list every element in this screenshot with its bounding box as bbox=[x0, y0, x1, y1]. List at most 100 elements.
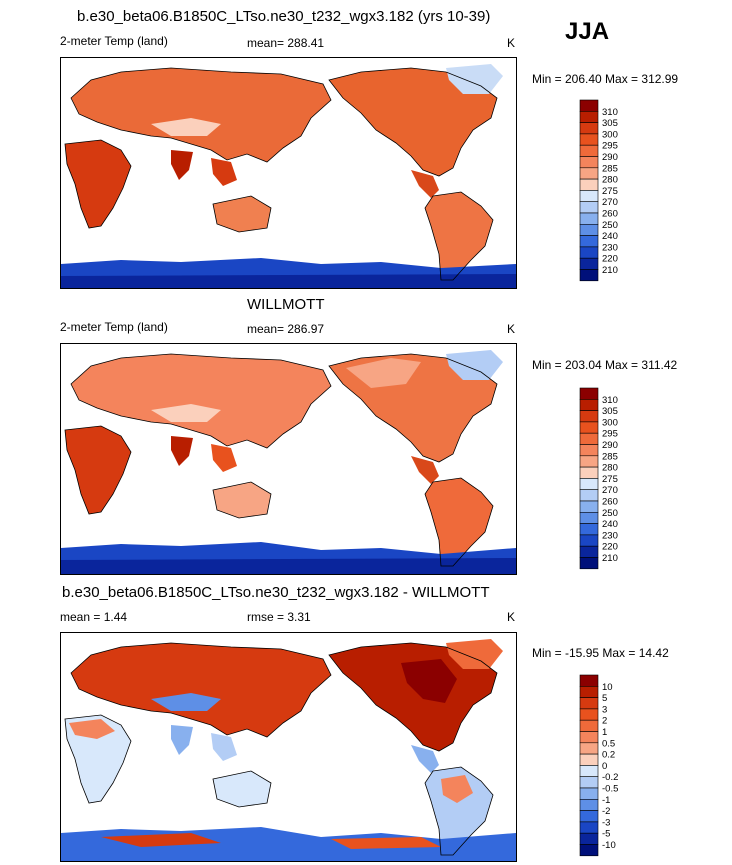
colorbar-swatch bbox=[579, 246, 599, 259]
panel-left-label: mean = 1.44 bbox=[60, 610, 128, 624]
season-label: JJA bbox=[565, 18, 610, 45]
colorbar-swatch bbox=[579, 99, 599, 112]
land-sa-warm bbox=[441, 775, 473, 803]
colorbar-tick-label: 300 bbox=[602, 129, 618, 140]
colorbar-tick-label: 210 bbox=[602, 265, 618, 276]
colorbar-swatch bbox=[579, 719, 599, 732]
land-australia bbox=[213, 771, 271, 807]
colorbar-tick-label: 210 bbox=[602, 553, 618, 564]
colorbar-swatch bbox=[579, 489, 599, 502]
colorbar-swatch bbox=[579, 753, 599, 766]
land-layer bbox=[61, 639, 516, 861]
colorbar-tick-label: 305 bbox=[602, 406, 618, 417]
colorbar-tick-label: 220 bbox=[602, 542, 618, 553]
land-tibet bbox=[151, 404, 221, 422]
colorbar-swatch bbox=[579, 478, 599, 491]
coastlines bbox=[64, 353, 498, 567]
land-central-america bbox=[411, 170, 439, 198]
colorbar-swatch bbox=[579, 421, 599, 434]
colorbar-swatch bbox=[579, 500, 599, 513]
colorbar-tick-label: 0.5 bbox=[602, 738, 615, 749]
colorbar-tick-label: 310 bbox=[602, 395, 618, 406]
colorbar-swatch bbox=[579, 144, 599, 157]
colorbar-swatch bbox=[579, 387, 599, 400]
land-layer bbox=[61, 350, 516, 574]
colorbar-tick-label: 305 bbox=[602, 118, 618, 129]
colorbar-swatch bbox=[579, 444, 599, 457]
panel-minmax-label: Min = 206.40 Max = 312.99 bbox=[532, 72, 679, 86]
colorbar-swatch bbox=[579, 410, 599, 423]
land-greenland bbox=[446, 64, 503, 94]
map-svg bbox=[61, 64, 516, 288]
colorbar-swatch bbox=[579, 235, 599, 248]
land-eurasia bbox=[71, 643, 331, 737]
colorbar-tick-label: 295 bbox=[602, 429, 618, 440]
colorbar-tick-label: 290 bbox=[602, 152, 618, 163]
colorbar-tick-label: 280 bbox=[602, 175, 618, 186]
colorbar-swatch bbox=[579, 466, 599, 479]
land-africa-warm bbox=[69, 719, 115, 739]
colorbar-model: 310 305 300 295 290 285 280 275 270 260 250 240 230 2… bbox=[578, 99, 638, 282]
land-south-america bbox=[425, 192, 493, 280]
colorbar-swatch bbox=[579, 133, 599, 146]
colorbar-tick-label: 230 bbox=[602, 530, 618, 541]
colorbar-tick-label: 250 bbox=[602, 508, 618, 519]
land-australia bbox=[213, 482, 271, 518]
map-svg bbox=[61, 350, 516, 574]
land-eurasia bbox=[71, 68, 331, 162]
panel-title: b.e30_beta06.B1850C_LTso.ne30_t232_wgx3.… bbox=[62, 584, 490, 601]
land-antarctica-deep bbox=[61, 558, 516, 574]
colorbar-tick-label: -5 bbox=[602, 829, 610, 840]
colorbar-diff: 10 5 3 2 1 0.5 0.2 0 -0.2 -0.5 -1 -2 -3 -5 -10 bbox=[578, 674, 638, 857]
colorbar-tick-label: 275 bbox=[602, 186, 618, 197]
colorbar-tick-label: 230 bbox=[602, 242, 618, 253]
colorbar-tick-label: 0.2 bbox=[602, 750, 615, 761]
colorbar-swatch bbox=[579, 821, 599, 834]
panel-rmse-label: rmse = 3.31 bbox=[247, 610, 311, 624]
panel-left-label: 2-meter Temp (land) bbox=[60, 320, 168, 334]
colorbar-swatch bbox=[579, 178, 599, 191]
panel-units-label: K bbox=[507, 36, 516, 50]
land-eurasia bbox=[71, 354, 331, 448]
land-tibet bbox=[151, 693, 221, 711]
land-north-america-cold bbox=[346, 358, 421, 388]
land-south-america bbox=[425, 767, 493, 855]
colorbar-tick-label: 300 bbox=[602, 417, 618, 428]
colorbar-tick-label: 3 bbox=[602, 704, 607, 715]
colorbar-swatch bbox=[579, 787, 599, 800]
colorbar-tick-label: 220 bbox=[602, 254, 618, 265]
colorbar-tick-label: 290 bbox=[602, 440, 618, 451]
land-africa bbox=[65, 715, 131, 803]
colorbar-tick-label: -2 bbox=[602, 806, 610, 817]
colorbar-swatch bbox=[579, 167, 599, 180]
colorbar-swatch bbox=[579, 697, 599, 710]
colorbar-tick-label: -3 bbox=[602, 817, 610, 828]
panel-left-label: 2-meter Temp (land) bbox=[60, 34, 168, 48]
colorbar-tick-label: 295 bbox=[602, 141, 618, 152]
colorbar-obs: 310 305 300 295 290 285 280 275 270 260 250 240 230 2… bbox=[578, 387, 638, 570]
colorbar-tick-label: 260 bbox=[602, 209, 618, 220]
land-na-east bbox=[401, 659, 457, 703]
colorbar-tick-label: 240 bbox=[602, 519, 618, 530]
map-panel-diff bbox=[60, 632, 517, 862]
panel-minmax-label: Min = -15.95 Max = 14.42 bbox=[532, 646, 669, 660]
map-panel-obs bbox=[60, 343, 517, 575]
colorbar-tick-label: 280 bbox=[602, 463, 618, 474]
land-india bbox=[171, 436, 193, 466]
panel-mean-label: mean= 288.41 bbox=[247, 36, 325, 50]
colorbar-svg: 3103053002952902852802752702602502402302… bbox=[579, 99, 618, 282]
colorbar-swatch bbox=[579, 832, 599, 845]
land-central-america bbox=[411, 745, 439, 773]
colorbar-tick-label: 250 bbox=[602, 220, 618, 231]
colorbar-swatch bbox=[579, 224, 599, 236]
colorbar-swatch bbox=[579, 212, 599, 225]
land-south-america bbox=[425, 478, 493, 566]
colorbar-svg: 3103053002952902852802752702602502402302… bbox=[579, 387, 618, 570]
colorbar-tick-label: 285 bbox=[602, 163, 618, 174]
colorbar-swatch bbox=[579, 512, 599, 524]
colorbar-swatch bbox=[579, 776, 599, 789]
colorbar-swatch bbox=[579, 708, 599, 721]
land-north-america bbox=[329, 643, 497, 751]
coastlines bbox=[64, 642, 498, 856]
